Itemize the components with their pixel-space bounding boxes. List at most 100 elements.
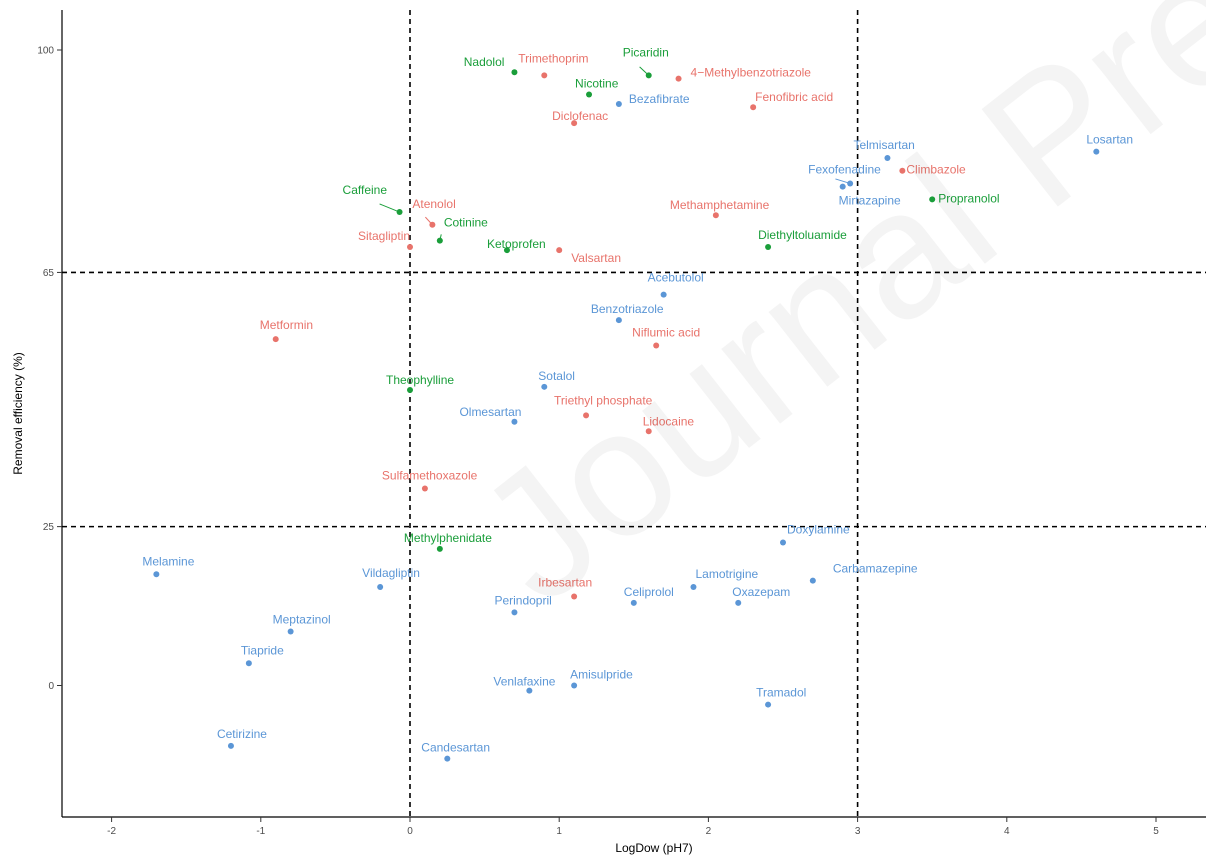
point-label: Trimethoprim bbox=[518, 51, 588, 65]
data-point bbox=[407, 386, 413, 393]
data-point bbox=[645, 72, 652, 79]
data-point bbox=[899, 167, 906, 174]
data-point bbox=[645, 428, 652, 435]
data-point bbox=[541, 72, 548, 79]
data-point bbox=[571, 120, 578, 127]
x-tick-label: 5 bbox=[1153, 826, 1159, 837]
data-point bbox=[436, 237, 443, 244]
x-tick-label: 2 bbox=[706, 826, 712, 837]
x-tick-label: 0 bbox=[407, 826, 413, 837]
point-label: Venlafaxine bbox=[493, 675, 555, 689]
y-tick-label: 25 bbox=[43, 522, 55, 533]
point-label: Cotinine bbox=[444, 216, 488, 230]
point-label: Nadolol bbox=[464, 55, 505, 69]
y-tick-label: 65 bbox=[43, 268, 55, 279]
data-point bbox=[884, 155, 891, 162]
x-tick-label: -2 bbox=[107, 826, 116, 837]
data-point bbox=[780, 539, 786, 546]
point-label: Methylphenidate bbox=[404, 531, 492, 545]
y-tick-label: 0 bbox=[48, 681, 54, 692]
point-label: Ketoprofen bbox=[487, 237, 546, 251]
point-label: 4−Methylbenzotriazole bbox=[691, 66, 812, 80]
data-point bbox=[407, 244, 413, 251]
point-label: Propranolol bbox=[938, 191, 999, 205]
data-point bbox=[809, 577, 816, 584]
point-label: Cetirizine bbox=[217, 727, 267, 741]
point-label: Methamphetamine bbox=[670, 198, 770, 212]
point-label: Mirtazapine bbox=[839, 194, 901, 208]
data-point bbox=[583, 412, 590, 419]
data-point bbox=[615, 101, 622, 108]
point-label: Celiprolol bbox=[624, 585, 674, 599]
data-point bbox=[444, 755, 451, 762]
data-point bbox=[511, 69, 518, 76]
data-point bbox=[421, 485, 428, 492]
label-leader-line bbox=[379, 203, 400, 213]
data-point bbox=[586, 91, 593, 98]
data-point bbox=[690, 583, 697, 590]
data-point bbox=[653, 342, 660, 349]
data-point bbox=[396, 209, 403, 216]
data-point bbox=[436, 545, 443, 552]
data-point bbox=[839, 183, 846, 190]
point-label: Valsartan bbox=[571, 251, 621, 265]
data-point bbox=[929, 196, 936, 203]
data-point bbox=[429, 221, 436, 228]
point-label: Nicotine bbox=[575, 76, 619, 90]
point-label: Diclofenac bbox=[552, 109, 608, 123]
point-label: Benzotriazole bbox=[591, 302, 664, 316]
point-label: Sulfamethoxazole bbox=[382, 468, 478, 482]
point-label: Losartan bbox=[1086, 133, 1133, 147]
point-label: Vildagliptin bbox=[362, 566, 420, 580]
x-axis-label: LogDow (pH7) bbox=[615, 841, 692, 855]
data-point bbox=[556, 247, 563, 254]
data-point bbox=[287, 628, 294, 635]
point-label: Lidocaine bbox=[643, 414, 695, 428]
point-label: Bezafibrate bbox=[629, 92, 690, 106]
point-label: Meptazinol bbox=[273, 612, 331, 626]
data-point bbox=[571, 682, 578, 689]
data-point bbox=[153, 571, 160, 578]
data-point bbox=[660, 291, 667, 298]
data-point bbox=[750, 104, 757, 111]
data-point bbox=[227, 742, 234, 749]
point-label: Irbesartan bbox=[538, 576, 592, 590]
point-label: Fenofibric acid bbox=[755, 90, 833, 104]
point-label: Niflumic acid bbox=[632, 326, 700, 340]
point-labels: Nadolol Picaridin Nicotine Caffeine Cotinine… bbox=[142, 45, 1133, 754]
data-point bbox=[630, 599, 637, 606]
point-label: Theophylline bbox=[386, 373, 454, 387]
point-label: Olmesartan bbox=[459, 405, 521, 419]
point-label: Carbamazepine bbox=[833, 562, 918, 576]
x-tick-label: 4 bbox=[1004, 826, 1010, 837]
point-label: Picaridin bbox=[623, 45, 669, 59]
point-label: Acebutolol bbox=[648, 271, 704, 285]
x-tick-label: 1 bbox=[556, 826, 562, 837]
data-point bbox=[272, 336, 279, 343]
reference-lines bbox=[62, 10, 1206, 817]
data-point bbox=[765, 701, 772, 708]
y-tick-label: 100 bbox=[37, 46, 54, 57]
data-point bbox=[511, 418, 518, 425]
point-label: Metformin bbox=[260, 318, 313, 332]
x-tick-label: -1 bbox=[256, 826, 265, 837]
data-point bbox=[675, 75, 682, 82]
point-label: Melamine bbox=[142, 554, 194, 568]
point-label: Caffeine bbox=[343, 183, 388, 197]
data-point bbox=[541, 383, 548, 390]
point-label: Sotalol bbox=[538, 369, 575, 383]
point-label: Telmisartan bbox=[853, 138, 914, 152]
point-label: Perindopril bbox=[494, 593, 551, 607]
data-point bbox=[615, 317, 622, 324]
data-point bbox=[377, 583, 384, 590]
point-label: Fexofenadine bbox=[808, 162, 881, 176]
data-point bbox=[503, 247, 510, 254]
data-point bbox=[712, 212, 719, 219]
data-point bbox=[511, 609, 518, 616]
point-label: Amisulpride bbox=[570, 668, 633, 682]
point-label: Lamotrigine bbox=[695, 567, 758, 581]
point-label: Atenolol bbox=[412, 197, 455, 211]
point-label: Tiapride bbox=[241, 643, 284, 657]
x-tick-label: 3 bbox=[855, 826, 861, 837]
